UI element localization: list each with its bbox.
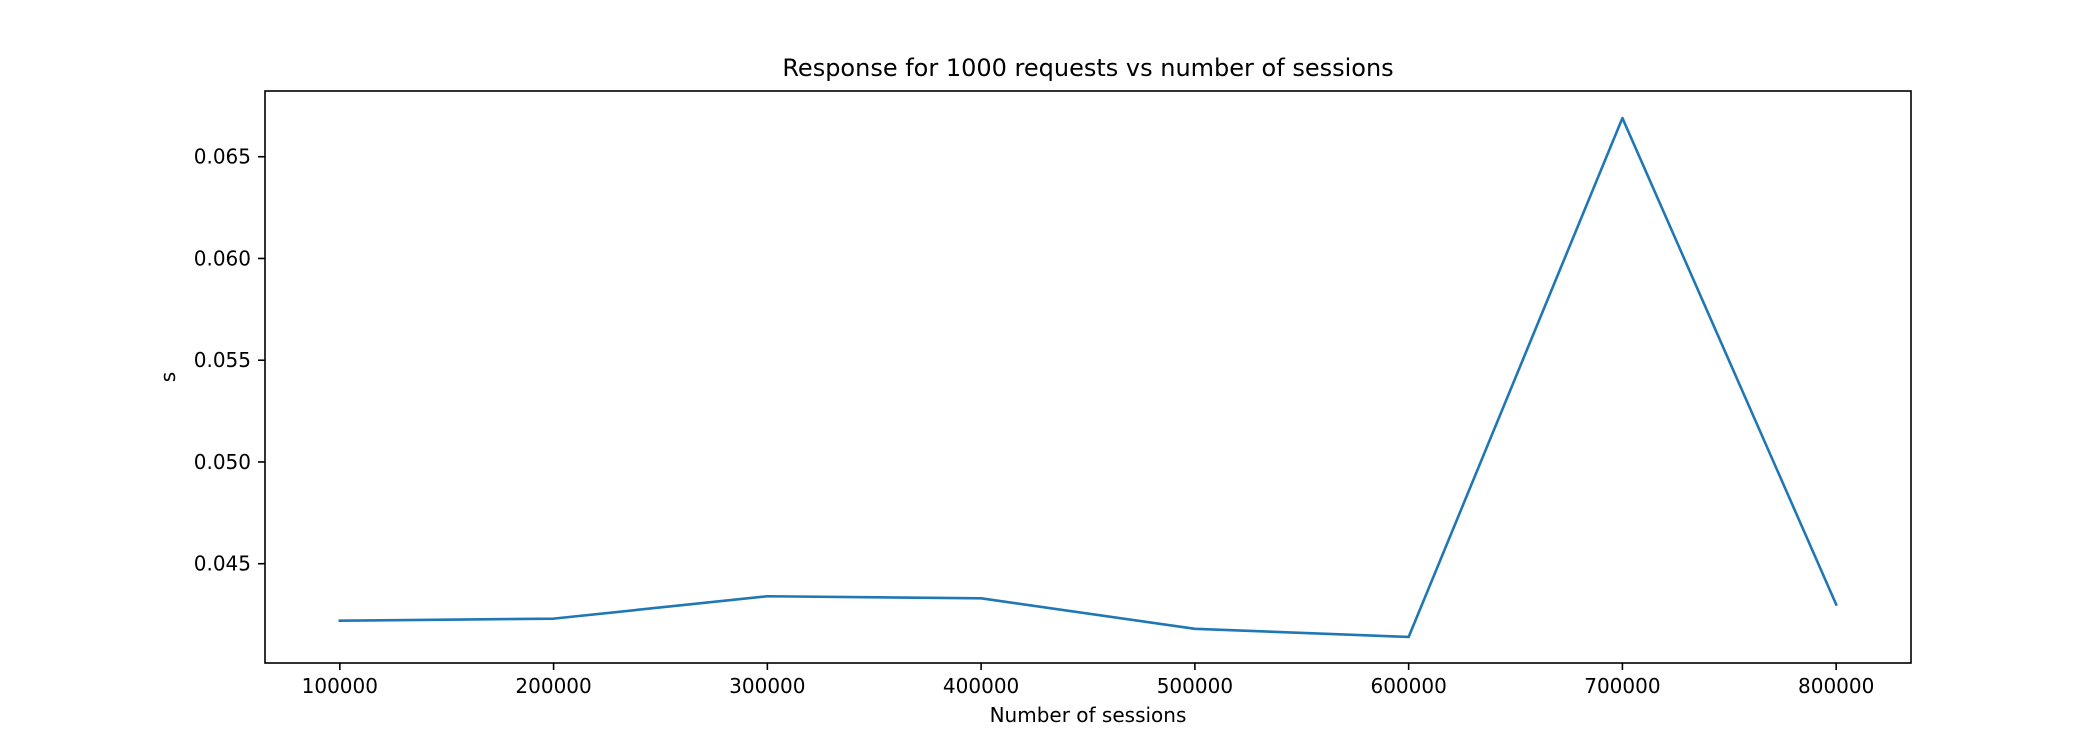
- x-tick-label: 200000: [515, 674, 591, 698]
- series-line: [338, 116, 1838, 639]
- x-axis-label: Number of sessions: [990, 703, 1187, 727]
- plot-frame: [264, 90, 1912, 664]
- y-tick-label: 0.065: [194, 145, 251, 169]
- x-tick-label: 300000: [729, 674, 805, 698]
- y-axis-label: s: [156, 372, 180, 382]
- y-tick-label: 0.050: [194, 450, 251, 474]
- y-tick-label: 0.045: [194, 552, 251, 576]
- y-tick-label: 0.055: [194, 348, 251, 372]
- x-tick-label: 100000: [302, 674, 378, 698]
- chart-title: Response for 1000 requests vs number of …: [782, 54, 1393, 82]
- y-tick-label: 0.060: [194, 246, 251, 270]
- x-tick-label: 600000: [1370, 674, 1446, 698]
- x-tick-label: 400000: [943, 674, 1019, 698]
- x-tick-label: 800000: [1798, 674, 1874, 698]
- x-tick-label: 500000: [1157, 674, 1233, 698]
- x-tick-label: 700000: [1584, 674, 1660, 698]
